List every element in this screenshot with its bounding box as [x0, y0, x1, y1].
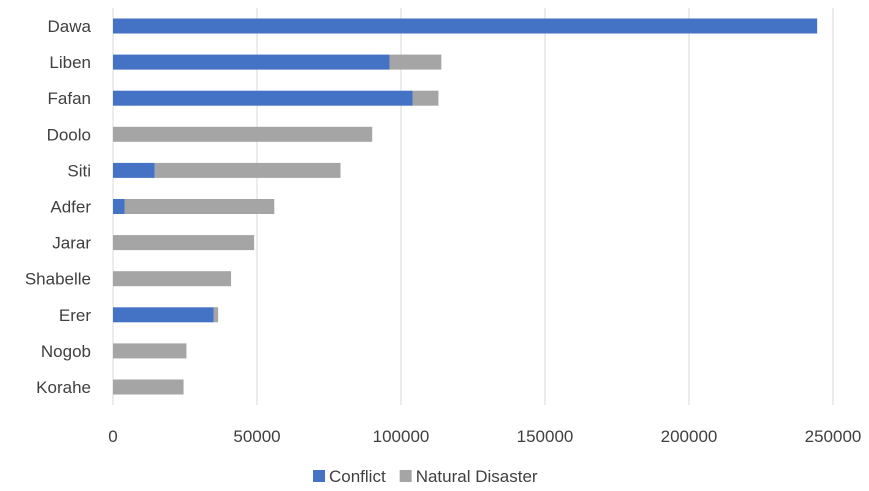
legend-label-conflict: Conflict	[329, 467, 386, 486]
legend-label-natural-disaster: Natural Disaster	[416, 467, 538, 486]
category-label-fafan: Fafan	[48, 89, 91, 108]
legend-swatch-natural-disaster	[399, 470, 412, 482]
category-label-adfer: Adfer	[50, 198, 91, 217]
category-label-erer: Erer	[59, 306, 91, 325]
x-tick-label-4: 200000	[661, 427, 718, 446]
bar-shabelle-natural-disaster	[113, 271, 232, 287]
bar-adfer-natural-disaster	[124, 199, 275, 214]
category-label-dawa: Dawa	[48, 17, 92, 36]
x-tick-label-5: 250000	[805, 427, 862, 446]
bar-siti-natural-disaster	[154, 162, 341, 178]
category-label-doolo: Doolo	[47, 125, 91, 144]
category-label-liben: Liben	[49, 53, 91, 72]
category-label-korahe: Korahe	[36, 378, 91, 397]
bar-erer-conflict	[113, 307, 214, 323]
grid	[112, 8, 834, 405]
bar-siti-conflict	[113, 162, 155, 178]
bar-fafan-natural-disaster	[412, 90, 439, 106]
x-tick-labels: 0 50000 100000 150000 200000 250000	[108, 427, 861, 446]
category-label-shabelle: Shabelle	[25, 270, 91, 289]
category-label-jarar: Jarar	[52, 234, 91, 253]
category-label-siti: Siti	[67, 161, 91, 180]
bar-erer-natural-disaster	[213, 307, 219, 323]
bar-jarar-natural-disaster	[113, 235, 255, 251]
bars	[113, 18, 818, 395]
x-tick-label-1: 50000	[233, 427, 280, 446]
bar-liben-conflict	[113, 54, 390, 70]
bar-liben-natural-disaster	[389, 54, 442, 70]
x-tick-label-2: 100000	[373, 427, 430, 446]
bar-nogob-natural-disaster	[113, 343, 187, 359]
legend-swatch-conflict	[313, 470, 325, 482]
x-tick-label-3: 150000	[517, 427, 574, 446]
bar-fafan-conflict	[113, 90, 413, 106]
bar-korahe-natural-disaster	[113, 379, 184, 395]
bar-adfer-conflict	[113, 199, 125, 214]
bar-doolo-natural-disaster	[113, 126, 373, 142]
legend: Conflict Natural Disaster	[313, 467, 538, 486]
x-tick-label-0: 0	[108, 427, 117, 446]
bar-dawa-conflict	[113, 18, 818, 34]
category-label-nogob: Nogob	[41, 342, 91, 361]
category-labels: Dawa Liben Fafan Doolo Siti Adfer Jarar Shabell…	[25, 17, 92, 397]
